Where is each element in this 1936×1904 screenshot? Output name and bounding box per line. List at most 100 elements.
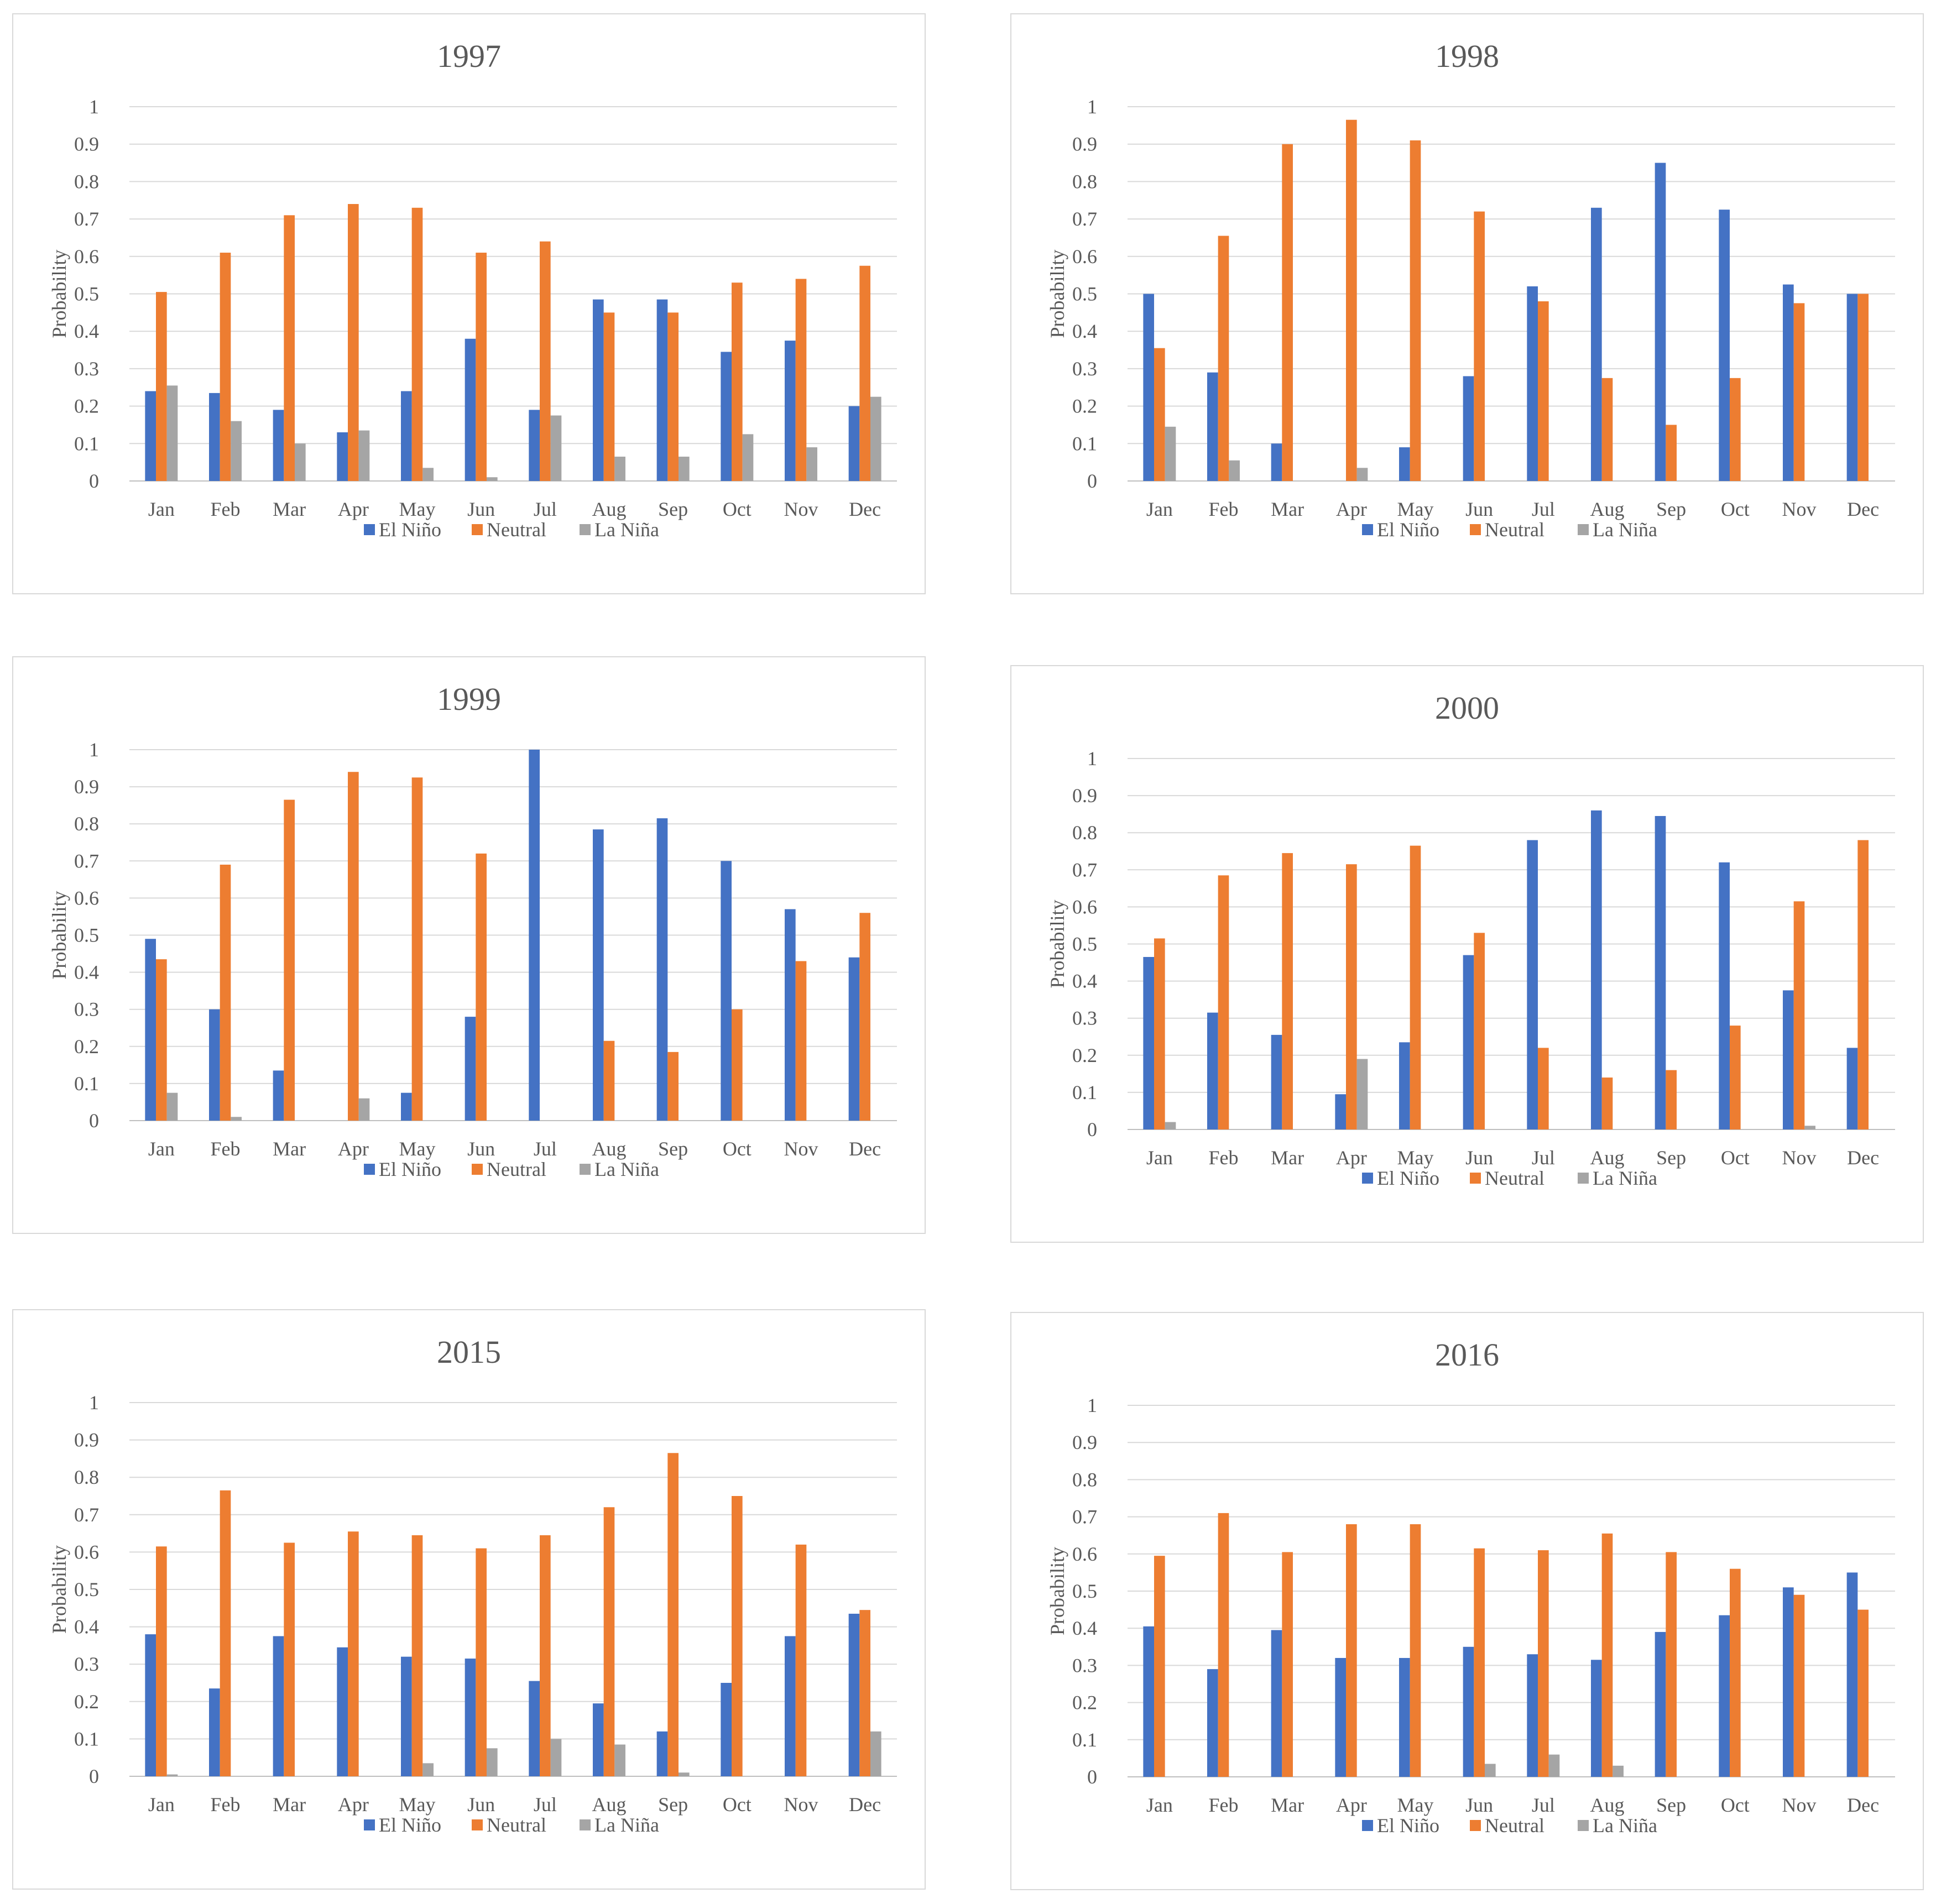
y-tick-label: 0.9 xyxy=(74,776,99,798)
bar-el-nino xyxy=(401,1656,412,1776)
bar-el-nino xyxy=(209,1688,220,1776)
bar-la-nina xyxy=(870,1731,881,1776)
bar-neutral xyxy=(411,777,423,1121)
bar-la-nina xyxy=(1356,468,1368,481)
legend-swatch-el-nino xyxy=(1362,1820,1373,1831)
x-tick-label: Apr xyxy=(1336,1794,1367,1816)
legend-label-la-nina: La Niña xyxy=(594,1814,659,1836)
bar-el-nino xyxy=(593,1703,604,1776)
y-tick-label: 0.5 xyxy=(74,283,99,305)
legend-label-el-nino: El Niño xyxy=(379,1814,441,1836)
chart-svg: 2016 0 0.1 0.2 0.3 0.4 0.5 0.6 0.7 0.8 0.9 1 Probabi… xyxy=(1046,1337,1895,1837)
legend-swatch-la-nina xyxy=(580,524,591,535)
y-tick-label: 0.6 xyxy=(74,1541,99,1563)
bar-el-nino xyxy=(721,861,732,1121)
bar-neutral xyxy=(603,1040,615,1121)
legend-swatch-la-nina xyxy=(580,1819,591,1830)
y-axis-label: Probability xyxy=(48,891,70,980)
bar-el-nino xyxy=(145,1634,156,1776)
bar-neutral xyxy=(1666,1552,1677,1777)
x-tick-label: Oct xyxy=(723,1138,752,1160)
bar-neutral xyxy=(795,1544,807,1776)
bar-el-nino xyxy=(593,829,604,1121)
y-tick-label: 0.9 xyxy=(1072,1431,1097,1453)
legend-label-el-nino: El Niño xyxy=(379,519,441,541)
x-tick-label: Feb xyxy=(211,1138,241,1160)
x-tick-label: Jun xyxy=(467,498,495,520)
y-tick-label: 0.1 xyxy=(1072,432,1097,454)
bar-el-nino xyxy=(1271,443,1282,481)
y-tick-label: 0.8 xyxy=(74,170,99,192)
bar-neutral xyxy=(732,1496,743,1776)
bar-neutral xyxy=(220,1490,231,1776)
y-tick-label: 0 xyxy=(89,1765,99,1787)
bar-la-nina xyxy=(1165,1122,1176,1129)
bar-el-nino xyxy=(848,957,860,1121)
y-tick-label: 1 xyxy=(1087,96,1097,118)
legend-swatch-neutral xyxy=(472,1819,483,1830)
y-tick-label: 0.5 xyxy=(74,924,99,946)
x-tick-label: Jan xyxy=(1146,1794,1173,1816)
legend-swatch-la-nina xyxy=(580,1164,591,1175)
bar-el-nino xyxy=(1207,1669,1218,1777)
bar-neutral xyxy=(1282,853,1293,1129)
bar-neutral xyxy=(1282,144,1293,481)
x-tick-label: Jul xyxy=(534,1138,557,1160)
y-tick-label: 0.7 xyxy=(74,850,99,872)
bar-el-nino xyxy=(1143,294,1155,481)
x-tick-label: Aug xyxy=(592,1793,627,1816)
y-tick-label: 0.1 xyxy=(74,1728,99,1750)
bar-neutral xyxy=(859,265,870,481)
bar-neutral xyxy=(1601,1533,1613,1777)
bar-el-nino xyxy=(465,1659,476,1776)
x-tick-label: Mar xyxy=(1271,1794,1304,1816)
bar-el-nino xyxy=(1399,1657,1410,1777)
legend-label-neutral: Neutral xyxy=(487,519,546,541)
x-tick-label: Aug xyxy=(1590,498,1625,520)
y-tick-label: 1 xyxy=(1087,1394,1097,1416)
bar-la-nina xyxy=(231,421,242,481)
bar-el-nino xyxy=(209,393,220,481)
x-tick-label: May xyxy=(1397,1147,1434,1169)
bar-neutral xyxy=(1474,933,1485,1129)
bar-neutral xyxy=(1346,119,1357,481)
x-tick-label: Aug xyxy=(592,1138,627,1160)
y-tick-label: 0.6 xyxy=(1072,1543,1097,1565)
chart-title: 1998 xyxy=(1435,38,1499,74)
bar-neutral xyxy=(476,1548,487,1776)
bar-el-nino xyxy=(529,410,540,481)
x-tick-label: May xyxy=(399,1793,436,1816)
x-tick-label: Jun xyxy=(1465,498,1493,520)
y-axis-label: Probability xyxy=(1046,250,1068,338)
legend-swatch-neutral xyxy=(472,1164,483,1175)
y-tick-label: 0.1 xyxy=(1072,1081,1097,1103)
x-tick-label: Dec xyxy=(849,1138,881,1160)
x-tick-label: May xyxy=(399,1138,436,1160)
bar-el-nino xyxy=(529,750,540,1121)
bar-neutral xyxy=(859,913,870,1121)
x-tick-label: Jun xyxy=(1465,1794,1493,1816)
y-tick-label: 0.4 xyxy=(1072,1617,1097,1639)
x-tick-label: Jul xyxy=(534,1793,557,1816)
bar-neutral xyxy=(1793,1594,1805,1777)
bar-neutral xyxy=(411,1535,423,1776)
legend-label-el-nino: El Niño xyxy=(379,1158,441,1180)
x-tick-label: Apr xyxy=(338,1138,369,1160)
y-tick-label: 0.5 xyxy=(74,1578,99,1600)
bar-el-nino xyxy=(1846,1572,1858,1777)
bar-el-nino xyxy=(337,1647,348,1776)
bar-el-nino xyxy=(1527,840,1538,1129)
bar-neutral xyxy=(1601,378,1613,481)
chart-panel-1998: 1998 0 0.1 0.2 0.3 0.4 0.5 0.6 0.7 0.8 0.9 1 Probabi… xyxy=(1010,13,1924,594)
y-tick-label: 0.8 xyxy=(1072,1468,1097,1490)
x-tick-label: Nov xyxy=(784,1138,818,1160)
bar-la-nina xyxy=(358,1098,370,1121)
x-tick-label: Dec xyxy=(1847,498,1879,520)
legend-swatch-el-nino xyxy=(364,1819,375,1830)
bar-la-nina xyxy=(486,1748,498,1776)
y-tick-label: 0.1 xyxy=(74,432,99,454)
bar-neutral xyxy=(1410,140,1421,481)
legend-label-el-nino: El Niño xyxy=(1377,519,1439,541)
x-tick-label: Oct xyxy=(1721,498,1750,520)
x-tick-label: Jan xyxy=(1146,498,1173,520)
